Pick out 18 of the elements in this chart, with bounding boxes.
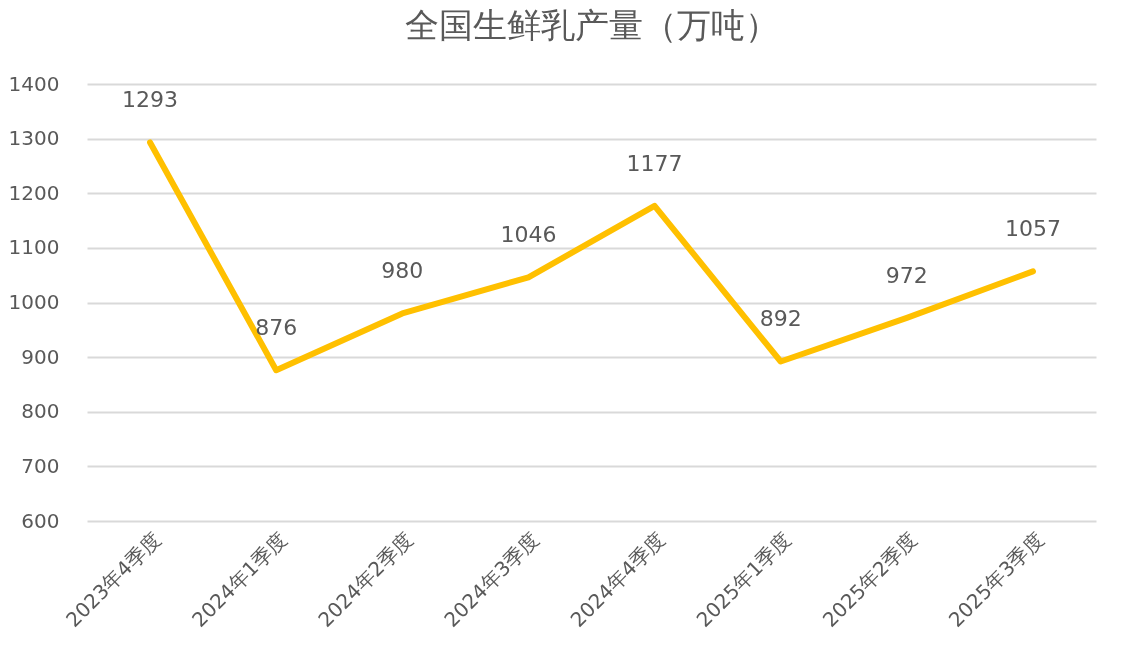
chart-title: 全国生鲜乳产量（万吨） [404,5,779,45]
y-tick-label: 800 [21,399,60,424]
data-label: 980 [381,258,424,284]
y-tick-label: 1200 [8,180,60,205]
data-label: 1177 [626,150,683,176]
data-label: 972 [885,262,928,288]
y-tick-label: 1000 [8,290,60,314]
data-label: 1046 [500,222,557,248]
y-tick-label: 900 [21,344,60,369]
y-tick-label: 1100 [8,235,60,260]
data-label: 892 [759,306,802,332]
data-label: 1057 [1004,216,1061,242]
y-tick-label: 600 [21,508,60,533]
y-tick-label: 1300 [8,126,60,151]
data-label: 1293 [122,87,179,113]
y-tick-label: 1400 [8,71,60,96]
data-label: 876 [255,315,298,341]
y-tick-label: 700 [21,453,60,478]
